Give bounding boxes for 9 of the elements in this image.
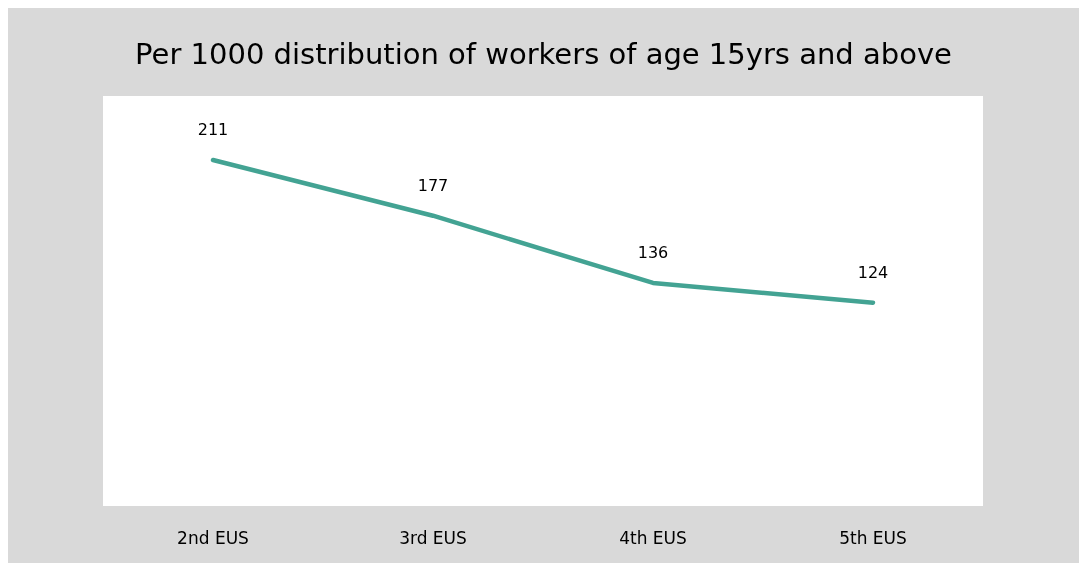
data-label: 124: [857, 262, 889, 282]
chart-title: Per 1000 distribution of workers of age 15yrs and above: [135, 37, 952, 71]
x-tick-label: 2nd EUS: [177, 528, 249, 548]
x-tick-label: 5th EUS: [839, 528, 907, 548]
data-label: 177: [417, 175, 449, 195]
x-tick-label: 4th EUS: [619, 528, 687, 548]
data-label: 211: [197, 119, 229, 139]
data-label: 136: [637, 242, 669, 262]
x-tick-label: 3rd EUS: [399, 528, 467, 548]
